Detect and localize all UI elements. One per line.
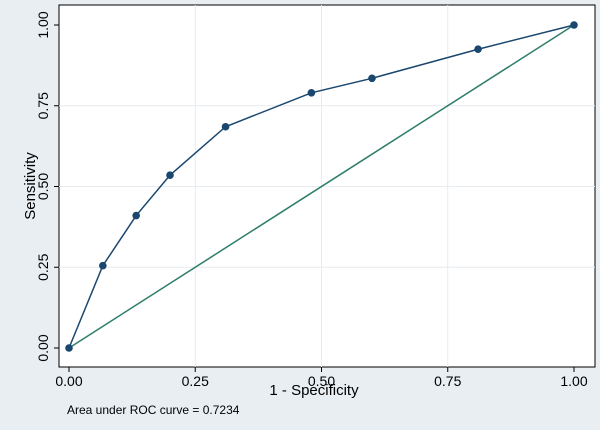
roc-point — [132, 211, 140, 220]
y-tick-label: 0.25 — [35, 253, 51, 280]
x-tick-label: 0.00 — [55, 373, 82, 389]
tick-labels: 0.00 0.25 0.50 0.75 1.00 0.00 0.25 0.50 0.75 1.00 — [35, 11, 588, 389]
x-tick-label: 1.00 — [560, 373, 587, 389]
y-tick-label: 0.00 — [35, 334, 51, 361]
roc-point — [570, 21, 578, 29]
x-axis-title: 1 - Specificity — [269, 382, 359, 399]
chart-marks — [65, 21, 578, 352]
y-tick-label: 0.50 — [35, 173, 51, 200]
roc-point — [307, 89, 316, 97]
y-tick-label: 0.75 — [35, 92, 51, 119]
roc-point — [368, 74, 376, 83]
auc-annotation: Area under ROC curve = 0.7234 — [67, 403, 240, 417]
reference-diagonal-line — [68, 24, 575, 349]
roc-point — [221, 122, 230, 131]
x-tick-label: 0.50 — [308, 373, 335, 389]
roc-point — [474, 45, 482, 54]
x-tick-label: 0.25 — [182, 373, 209, 389]
roc-point — [166, 171, 174, 179]
roc-point — [99, 261, 107, 270]
roc-point — [65, 344, 73, 352]
x-tick-label: 0.75 — [434, 373, 461, 389]
y-axis-title: Sensitivity — [22, 152, 39, 220]
gridlines — [59, 5, 595, 367]
y-tick-label: 1.00 — [35, 11, 51, 38]
